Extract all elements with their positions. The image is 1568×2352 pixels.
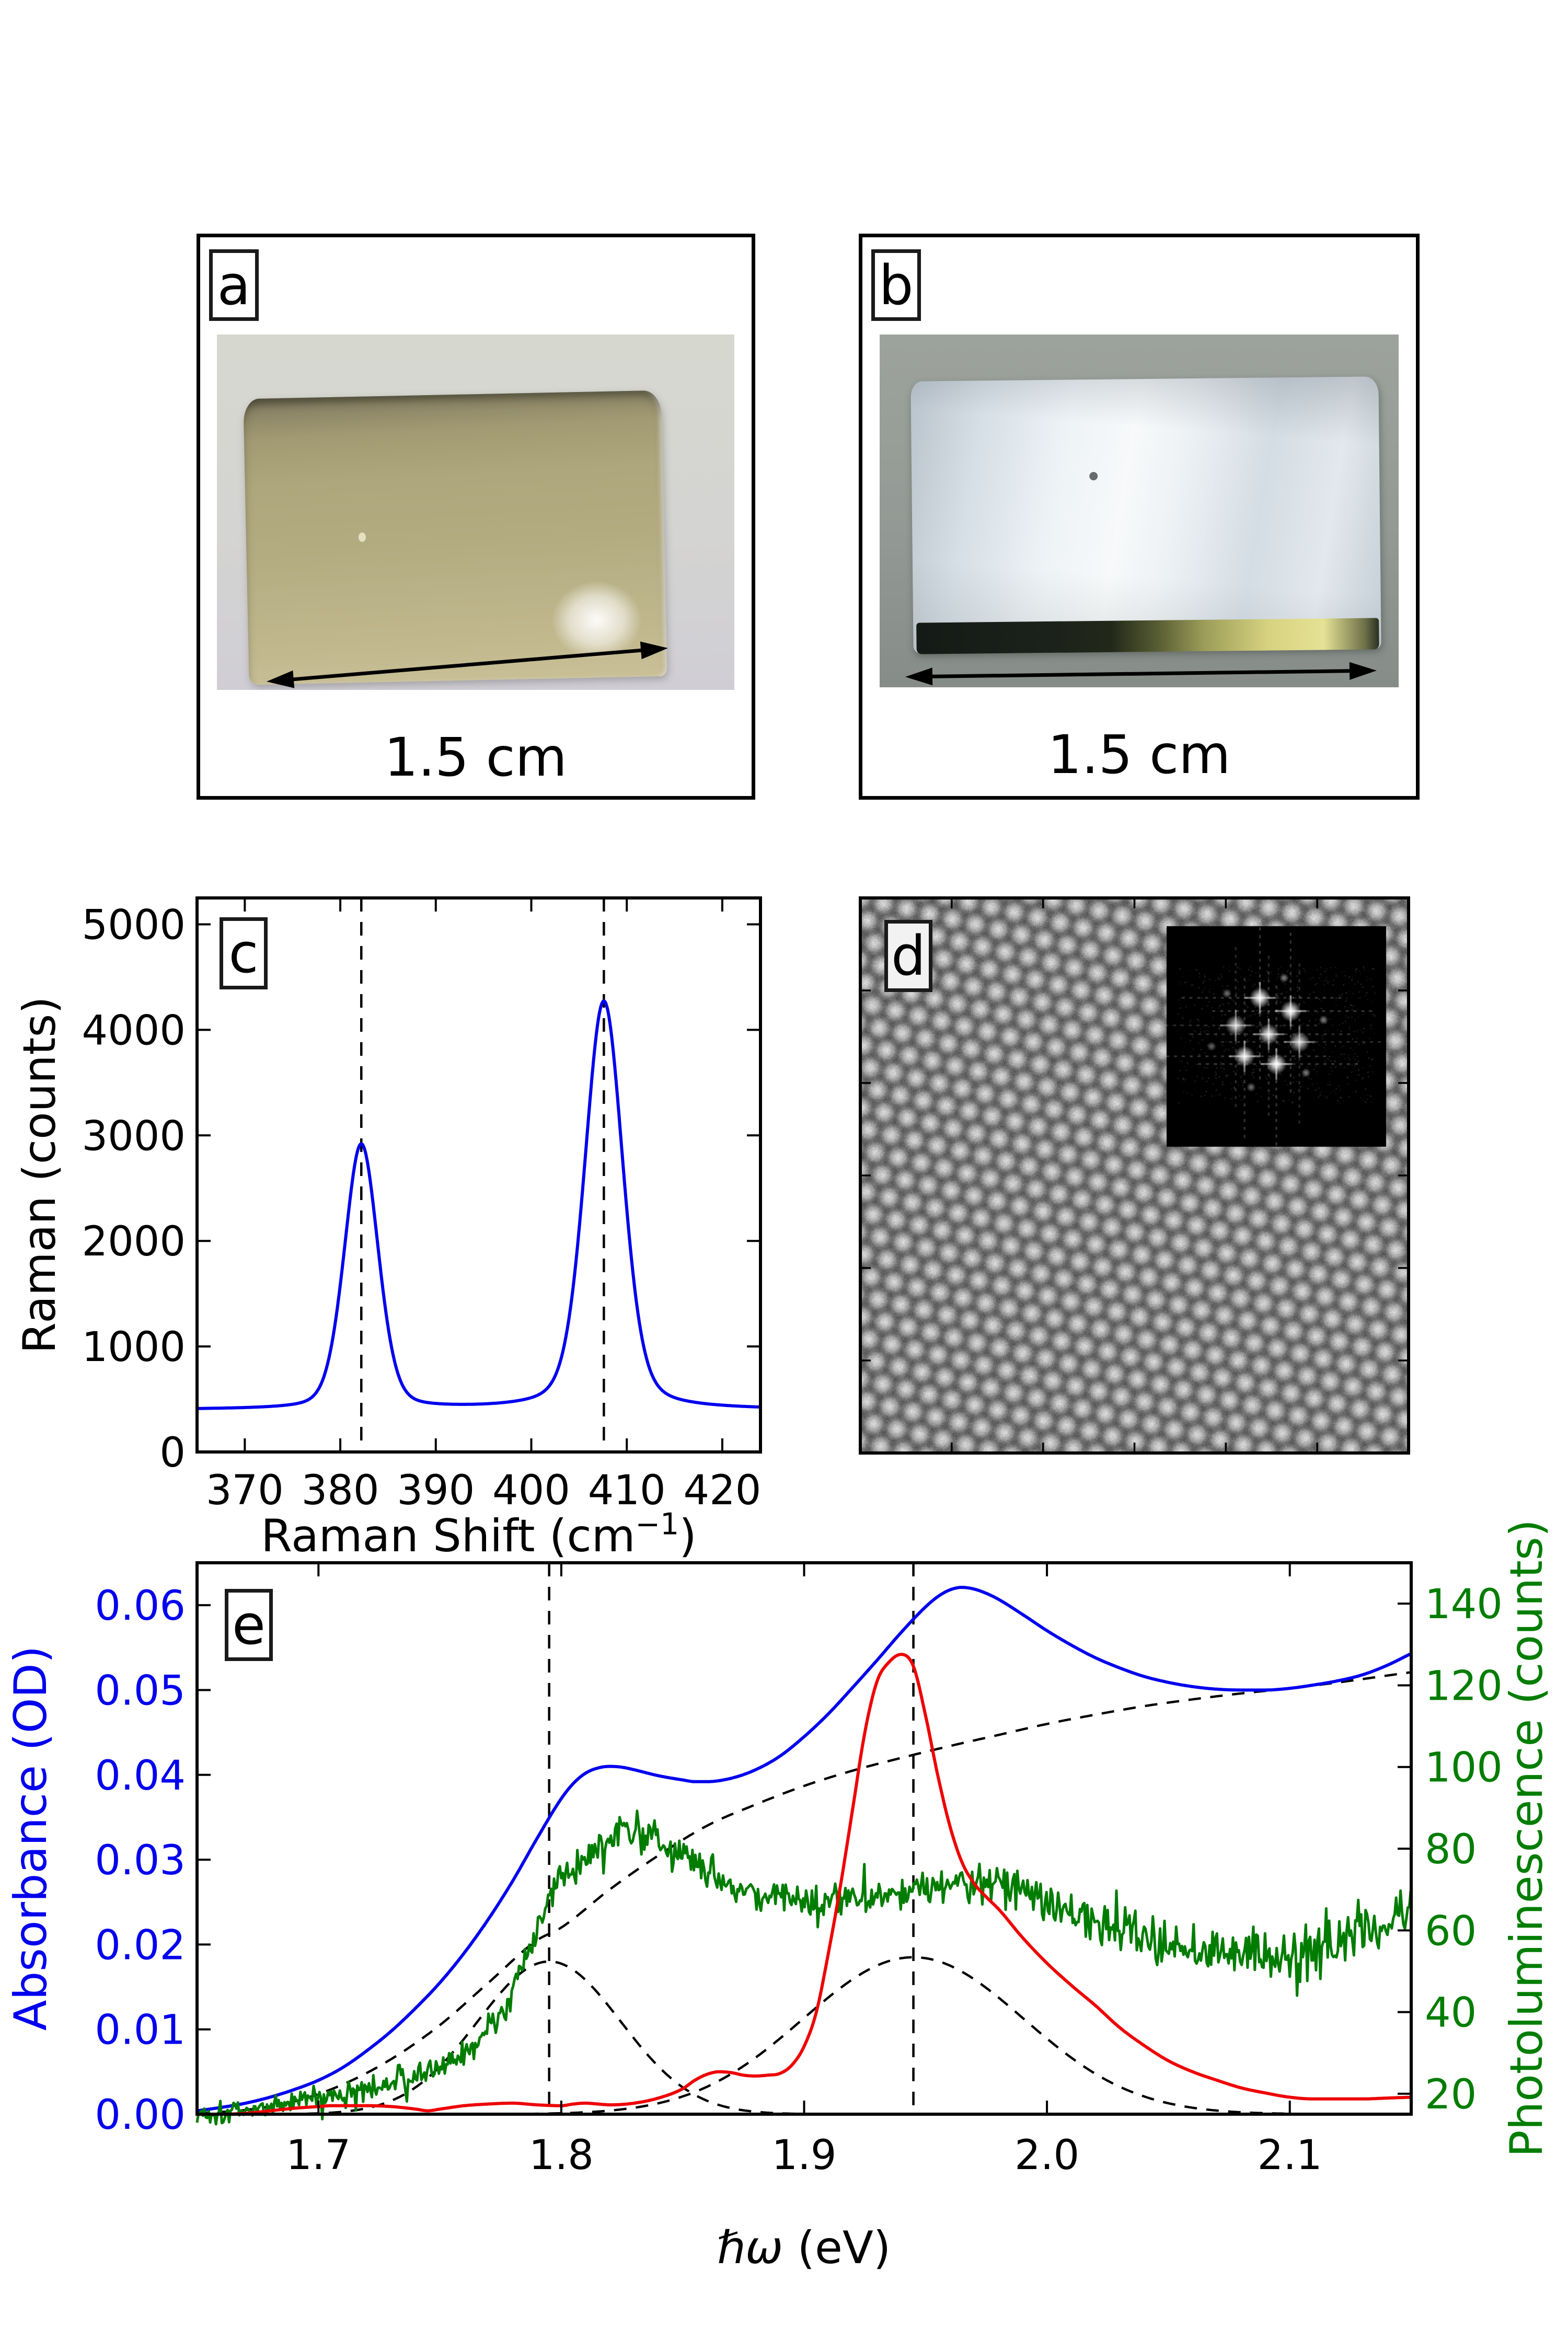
e-left-ytick-label: 0.04 <box>95 1753 186 1800</box>
e-left-yaxis-label: Absorbance (OD) <box>5 1646 57 2031</box>
e-xtick-label: 2.1 <box>1258 2132 1322 2179</box>
absorbance <box>197 1586 1412 2113</box>
panel-a-scale-text: 1.5 cm <box>384 727 568 789</box>
c-ytick-label: 1000 <box>82 1324 186 1371</box>
c-xaxis-label: Raman Shift (cm−1) <box>261 1507 697 1562</box>
e-right-ytick-label: 140 <box>1425 1581 1503 1628</box>
e-right-ytick-label: 120 <box>1425 1663 1503 1710</box>
panel-b-scale-label: 1.5 cm <box>880 724 1399 786</box>
e-right-ytick-label: 80 <box>1425 1826 1477 1873</box>
panel-d-label: d <box>884 920 932 992</box>
e-left-ytick-label: 0.00 <box>95 2092 186 2139</box>
panel-b-photo <box>880 335 1399 687</box>
e-right-ytick-label: 40 <box>1425 1990 1477 2037</box>
panel-e-letter: e <box>232 1593 266 1657</box>
panel-d-frame <box>859 896 1410 1455</box>
e-xtick-label: 1.8 <box>529 2132 594 2179</box>
c-xtick-label: 420 <box>683 1467 761 1514</box>
c-xtick-label: 390 <box>397 1467 475 1514</box>
c-ytick-label: 0 <box>159 1429 186 1477</box>
panel-e-plot: 1.7 1.8 1.9 2.0 2.1 0.00 0.01 0.02 0.03 0.04 0.05 0… <box>5 1519 1553 2274</box>
panel-a-photo <box>217 335 734 690</box>
fit-peak-2 <box>197 1956 1411 2116</box>
e-xtick-label: 1.7 <box>286 2132 351 2179</box>
scale-arrow-b <box>905 662 1377 686</box>
raman-spectrum <box>196 999 762 1410</box>
panel-d-letter: d <box>891 924 926 988</box>
e-left-ytick-label: 0.02 <box>95 1922 186 1969</box>
c-ytick-label: 2000 <box>82 1218 186 1265</box>
panel-c-letter: c <box>228 921 259 985</box>
e-left-ytick-label: 0.06 <box>95 1583 186 1630</box>
e-xtick-label: 2.0 <box>1014 2132 1079 2179</box>
e-left-ytick-label: 0.05 <box>95 1667 186 1714</box>
e-xaxis-label: ℏω (eV) <box>717 2222 891 2274</box>
fit-background <box>197 1671 1412 2115</box>
panel-b-scale-text: 1.5 cm <box>1047 724 1231 786</box>
panel-b-label: b <box>871 249 921 321</box>
panel-c-plot: 370 380 390 400 410 420 0 1000 2000 3000 4000 5000 R… <box>14 896 762 1562</box>
panel-c-label: c <box>220 917 268 989</box>
c-yaxis-label: Raman (counts) <box>14 996 66 1353</box>
panel-e-label: e <box>225 1589 273 1661</box>
e-xtick-label: 1.9 <box>771 2132 836 2179</box>
panel-d-frame-group <box>859 896 1410 1455</box>
c-ytick-label: 4000 <box>82 1007 186 1054</box>
c-xtick-label: 380 <box>302 1467 379 1514</box>
c-xtick-label: 400 <box>492 1467 570 1514</box>
c-ytick-label: 5000 <box>82 902 186 949</box>
tem-lattice-image <box>860 898 1409 1453</box>
e-right-ytick-label: 100 <box>1425 1745 1503 1792</box>
e-right-ytick-label: 60 <box>1425 1908 1477 1955</box>
c-ytick-label: 3000 <box>82 1113 186 1160</box>
photoluminescence <box>195 1809 1412 2126</box>
panel-c-frame <box>195 896 762 1454</box>
e-right-yaxis-label: Photoluminescence (counts) <box>1501 1519 1553 2157</box>
e-left-ytick-label: 0.01 <box>95 2007 186 2054</box>
scale-arrow-a <box>267 641 668 688</box>
red-spectrum <box>197 1653 1412 2116</box>
panel-e-frame <box>195 1561 1413 2116</box>
panel-a-label: a <box>209 249 259 321</box>
panel-a-scale-label: 1.5 cm <box>217 727 734 789</box>
c-xtick-label: 370 <box>206 1467 284 1514</box>
e-left-ytick-label: 0.03 <box>95 1837 186 1884</box>
fit-peak-1 <box>197 1960 1411 2116</box>
e-right-ytick-label: 20 <box>1425 2071 1477 2118</box>
panel-b-letter: b <box>879 253 914 317</box>
panel-a-letter: a <box>217 253 251 317</box>
c-xtick-label: 410 <box>588 1467 666 1514</box>
